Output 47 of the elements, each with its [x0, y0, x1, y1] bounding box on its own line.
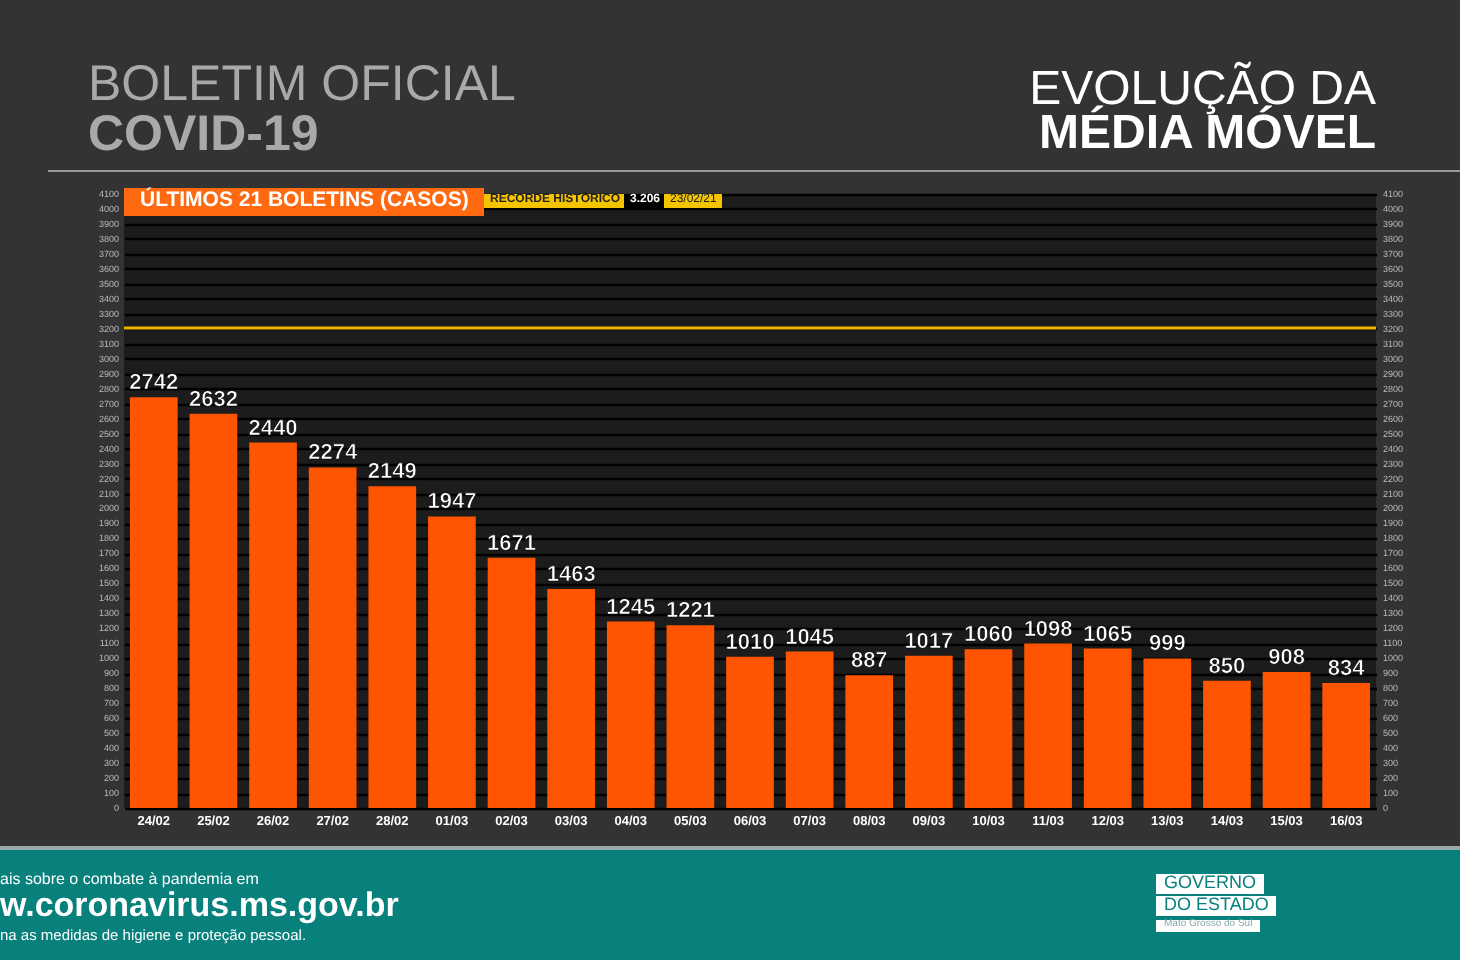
text: DO ESTADO [1156, 894, 1277, 916]
data-label: 1947 [427, 490, 477, 515]
bar [1083, 648, 1132, 808]
bar [666, 625, 715, 808]
data-label: 887 [850, 649, 888, 674]
text: ais sobre o combate à pandemia em [0, 870, 259, 890]
bar [487, 557, 536, 808]
data-label: 2632 [188, 387, 238, 412]
data-label: 1045 [785, 625, 835, 650]
annotation: ÚLTIMOS 21 BOLETINS (CASOS) [124, 188, 485, 216]
data-label: 1060 [963, 623, 1013, 648]
data-label: 2274 [308, 441, 359, 466]
bar [726, 656, 774, 808]
data-label: 908 [1268, 646, 1305, 671]
data-label: 1098 [1023, 617, 1073, 642]
bar [547, 588, 595, 808]
data-label: 1671 [487, 531, 537, 556]
data-label: 2149 [367, 460, 417, 485]
data-label: 850 [1208, 654, 1246, 679]
bar [845, 675, 894, 808]
data-label: 1221 [665, 599, 715, 624]
text: GOVERNO [1156, 872, 1265, 894]
bar [368, 486, 417, 808]
bar [308, 467, 357, 808]
bar [189, 413, 238, 808]
data-label: 834 [1327, 657, 1367, 682]
bar [1203, 680, 1251, 808]
data-label: 1245 [606, 595, 656, 620]
bar [1024, 643, 1072, 808]
data-label: 1463 [546, 562, 596, 587]
data-label: 1017 [904, 629, 954, 654]
bar [428, 516, 476, 808]
bar [249, 442, 297, 808]
data-label: 2440 [248, 416, 298, 441]
bar [1143, 658, 1192, 808]
bar [964, 649, 1013, 808]
bar [129, 397, 178, 808]
data-label: 999 [1148, 632, 1186, 657]
bar [785, 651, 834, 808]
bar [1262, 672, 1311, 808]
data-label: 2742 [129, 371, 179, 396]
bar [905, 655, 953, 808]
data-label: 1010 [725, 630, 775, 655]
text: w.coronavirus.ms.gov.br [0, 886, 399, 926]
data-label: 1065 [1083, 622, 1133, 647]
bar [1322, 683, 1371, 808]
bar [606, 621, 655, 808]
